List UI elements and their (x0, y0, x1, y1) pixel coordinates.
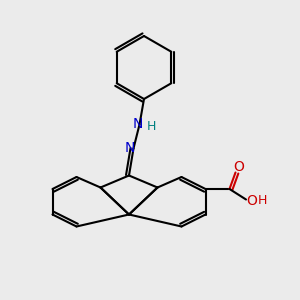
Text: H: H (258, 194, 267, 208)
Text: N: N (125, 142, 135, 155)
Text: O: O (246, 194, 257, 208)
Text: N: N (133, 117, 143, 131)
Text: H: H (147, 120, 156, 134)
Text: O: O (234, 160, 244, 174)
